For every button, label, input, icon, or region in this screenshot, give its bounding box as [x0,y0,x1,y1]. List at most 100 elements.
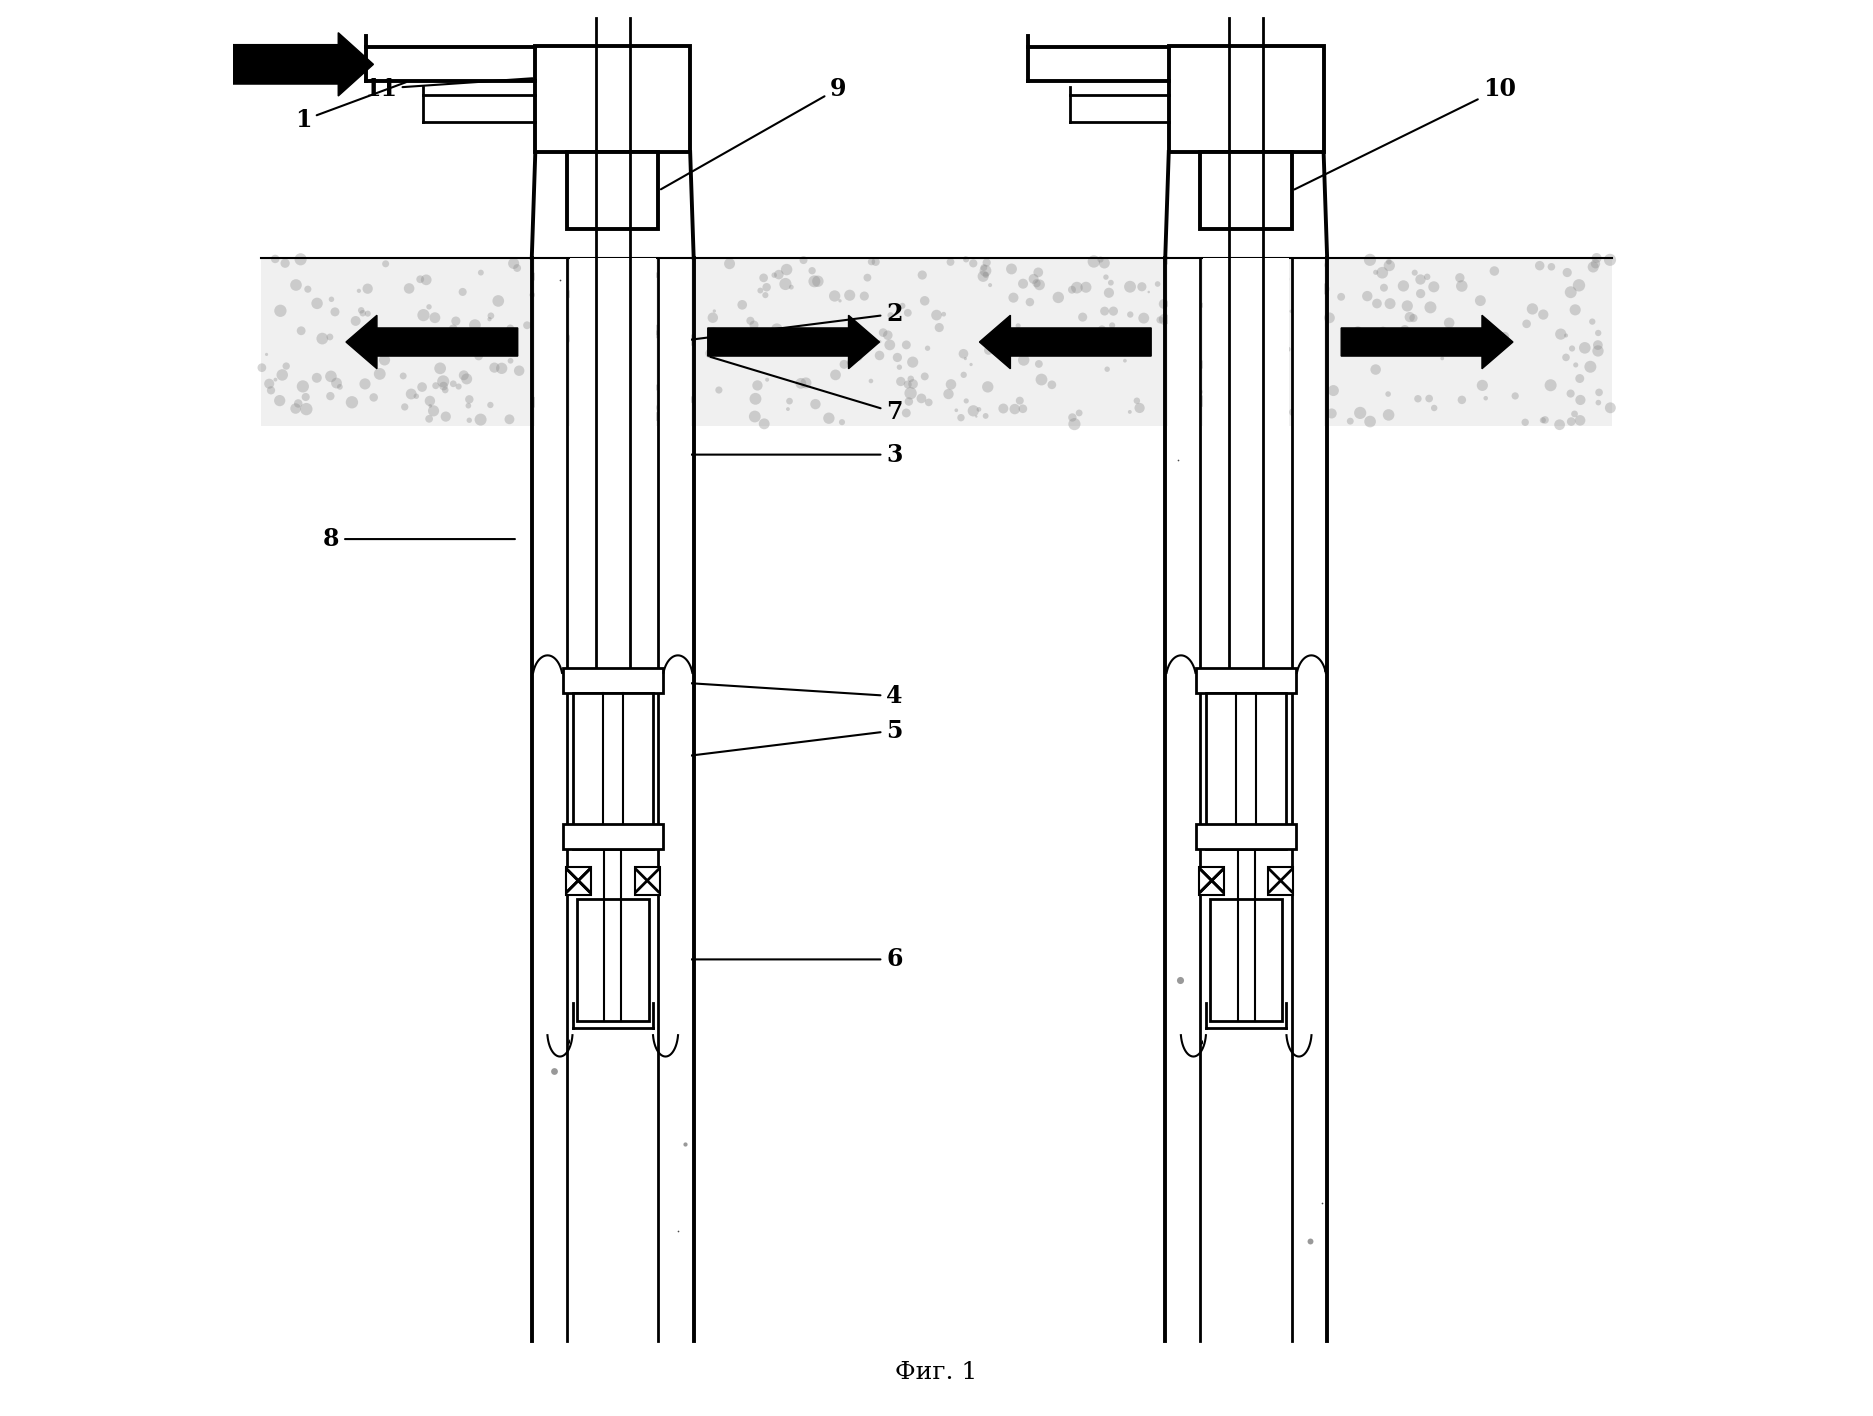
Point [1433,323,1463,346]
Point [1307,1192,1337,1215]
Point [494,317,524,340]
Point [1300,331,1330,354]
Point [571,360,601,382]
Point [609,396,639,419]
Point [1510,411,1540,433]
Point [736,310,766,333]
Point [476,304,506,327]
Point [1105,330,1135,353]
Point [1585,381,1615,404]
FancyArrow shape [980,316,1152,368]
Point [629,351,659,374]
Point [1086,319,1116,341]
Point [1098,300,1128,323]
Point [1247,411,1277,433]
Point [1025,273,1054,296]
Point [451,368,481,391]
Point [553,395,583,418]
Bar [659,258,691,1341]
Point [1517,297,1547,320]
Point [1525,255,1555,278]
FancyArrow shape [708,316,880,368]
Point [933,382,963,405]
Point [1171,283,1201,306]
Point [893,391,923,413]
Point [671,388,701,411]
Point [1545,323,1575,346]
Point [950,347,980,370]
Point [800,392,830,415]
Point [1560,299,1590,321]
Point [856,370,886,392]
Point [1446,388,1476,411]
Point [1212,266,1242,289]
Point [875,304,905,327]
Point [950,364,980,387]
Point [1556,337,1586,360]
Point [699,306,729,329]
Point [951,389,981,412]
Point [479,357,509,379]
Point [762,317,792,340]
Point [1197,350,1227,372]
FancyArrow shape [184,33,373,96]
Point [474,307,504,330]
Point [663,1219,693,1242]
Bar [1201,152,1292,229]
Point [1071,276,1101,299]
Point [882,346,912,368]
Point [431,378,461,401]
Point [1528,409,1558,432]
Text: 3: 3 [676,443,903,467]
Point [627,253,657,276]
Point [266,299,296,321]
Point [828,411,858,433]
Point [1169,401,1199,423]
Point [1274,338,1304,361]
Point [775,389,805,412]
Point [907,263,936,286]
Point [450,364,479,387]
Point [1122,389,1152,412]
Point [317,365,347,388]
Point [759,263,789,286]
Point [1560,402,1590,425]
Point [789,249,819,272]
Point [652,319,682,341]
Text: 10: 10 [1294,76,1515,190]
Point [347,299,376,321]
Point [1045,333,1075,355]
Point [669,323,699,346]
Point [914,391,944,413]
Point [1403,388,1433,411]
Point [1240,290,1270,313]
Bar [569,258,656,1341]
Point [408,304,438,327]
Point [1189,295,1219,317]
Point [1581,252,1611,275]
Point [1467,374,1497,396]
Point [1246,326,1276,348]
Point [416,389,446,412]
Point [751,276,781,299]
Point [892,402,922,425]
Point [951,248,981,270]
Point [1444,266,1474,289]
Point [775,276,805,299]
Point [641,323,671,346]
Bar [568,152,659,229]
Point [405,268,435,290]
Point [1345,402,1375,425]
Point [352,278,382,300]
Point [1064,402,1094,425]
Point [470,319,500,341]
Point [888,295,918,317]
Point [1545,413,1575,436]
Point [1229,268,1259,290]
Point [1556,280,1586,303]
Text: 4: 4 [676,683,903,708]
Point [1187,353,1217,375]
Point [893,302,923,324]
Point [564,361,594,384]
Point [980,329,1010,351]
